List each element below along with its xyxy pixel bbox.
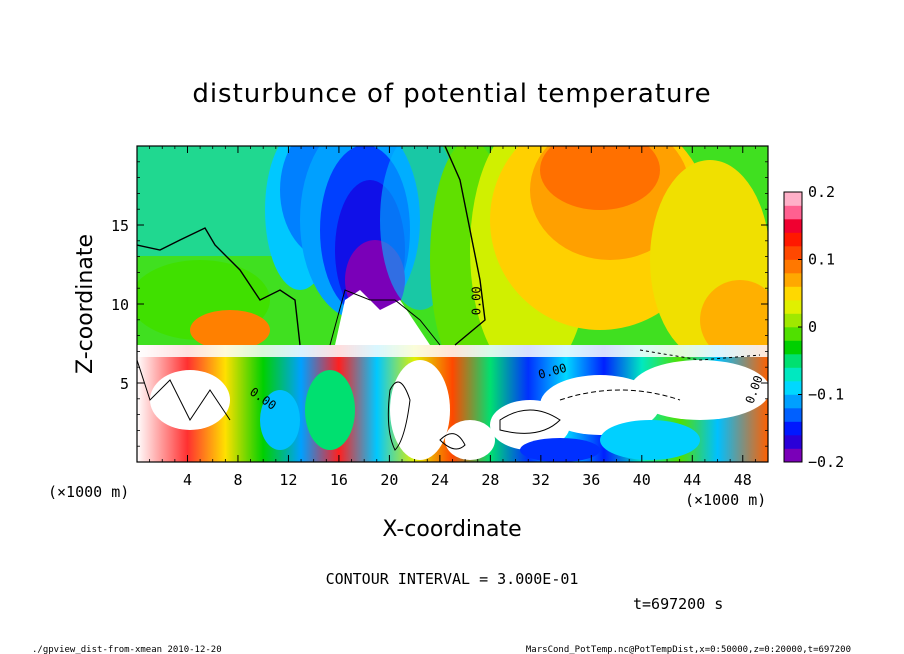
x-tick-label-0: 4 bbox=[183, 471, 192, 489]
x-tick-label-4: 20 bbox=[380, 471, 398, 489]
y-axis-label: Z-coordinate bbox=[73, 234, 98, 374]
colorbar-band-16 bbox=[784, 232, 802, 247]
contour-interval: CONTOUR INTERVAL = 3.000E-01 bbox=[326, 570, 579, 588]
footer-right: MarsCond_PotTemp.nc@PotTempDist,x=0:5000… bbox=[526, 645, 851, 654]
x-unit-right: (×1000 m) bbox=[685, 491, 766, 509]
colorbar-band-4 bbox=[784, 394, 802, 409]
time-label: t=697200 s bbox=[633, 595, 723, 613]
chart-title: disturbunce of potential temperature bbox=[192, 79, 711, 109]
footer-left: ./gpview_dist-from-xmean 2010-12-20 bbox=[32, 645, 222, 654]
colorbar-label-4: −0.2 bbox=[808, 453, 844, 471]
colorbar-band-19 bbox=[784, 192, 802, 206]
colorbar-band-7 bbox=[784, 354, 802, 368]
colorbar-label-0: 0.2 bbox=[808, 183, 835, 201]
heatmap-field bbox=[137, 146, 768, 462]
x-axis: 4 8 12 16 20 24 28 32 36 40 44 48 bbox=[149, 146, 756, 489]
colorbar-band-17 bbox=[784, 219, 802, 233]
colorbar-band-12 bbox=[784, 286, 802, 301]
x-tick-label-7: 32 bbox=[532, 471, 550, 489]
colorbar-band-18 bbox=[784, 205, 802, 220]
x-axis-label: X-coordinate bbox=[382, 517, 521, 542]
y-tick-label-0: 5 bbox=[120, 375, 129, 393]
colorbar-band-14 bbox=[784, 259, 802, 274]
colorbar-label-3: −0.1 bbox=[808, 386, 844, 404]
colorbar-band-8 bbox=[784, 340, 802, 355]
x-tick-label-5: 24 bbox=[431, 471, 449, 489]
x-tick-label-3: 16 bbox=[330, 471, 348, 489]
x-tick-label-10: 44 bbox=[683, 471, 701, 489]
colorbar-band-15 bbox=[784, 246, 802, 260]
x-unit-left: (×1000 m) bbox=[48, 483, 129, 501]
colorbar-band-11 bbox=[784, 300, 802, 314]
x-tick-label-1: 8 bbox=[233, 471, 242, 489]
colorbar-band-10 bbox=[784, 313, 802, 328]
x-tick-label-9: 40 bbox=[633, 471, 651, 489]
x-tick-label-2: 12 bbox=[279, 471, 297, 489]
colorbar-band-6 bbox=[784, 367, 802, 382]
y-tick-label-2: 15 bbox=[111, 217, 129, 235]
contour-label-0: 0.00 bbox=[469, 286, 483, 315]
colorbar-band-2 bbox=[784, 421, 802, 436]
colorbar-band-1 bbox=[784, 435, 802, 449]
colorbar-label-1: 0.1 bbox=[808, 251, 835, 269]
x-tick-label-11: 48 bbox=[734, 471, 752, 489]
y-axis: 5 10 15 bbox=[111, 161, 768, 447]
x-tick-label-6: 28 bbox=[481, 471, 499, 489]
y-tick-label-1: 10 bbox=[111, 296, 129, 314]
colorbar-label-2: 0 bbox=[808, 318, 817, 336]
x-tick-label-8: 36 bbox=[582, 471, 600, 489]
colorbar-band-5 bbox=[784, 381, 802, 395]
colorbar-band-9 bbox=[784, 327, 802, 341]
colorbar-band-3 bbox=[784, 408, 802, 422]
colorbar-band-13 bbox=[784, 273, 802, 287]
colorbar-band-0 bbox=[784, 448, 802, 463]
colorbar: 0.2 0.1 0 −0.1 −0.2 bbox=[783, 183, 844, 471]
